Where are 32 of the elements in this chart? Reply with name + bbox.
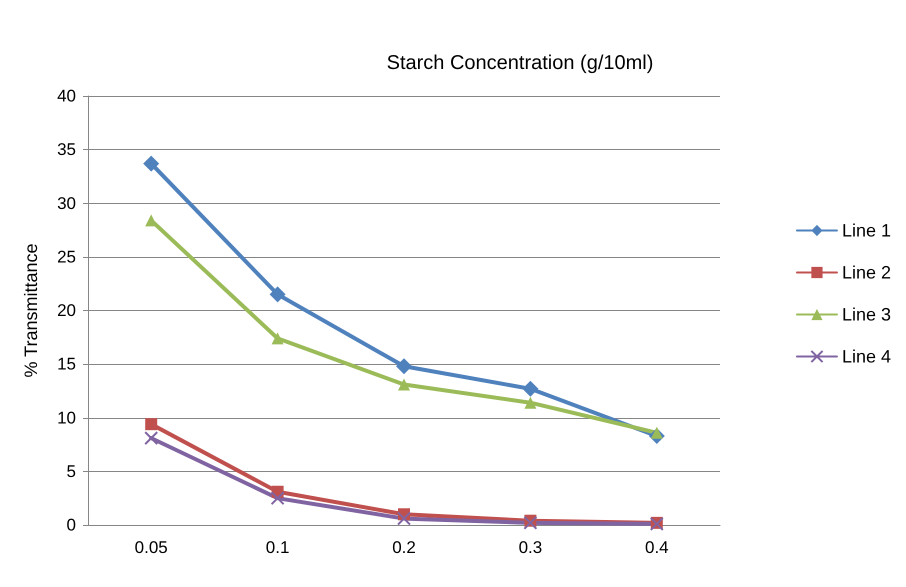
chart-title: Starch Concentration (g/10ml): [386, 52, 654, 74]
y-tick-label: 30: [57, 194, 76, 213]
point: [272, 332, 284, 344]
y-tick-label: 25: [57, 247, 76, 266]
y-tick-label: 20: [57, 301, 76, 320]
y-tick-label: 40: [57, 86, 76, 106]
point: [143, 156, 160, 172]
y-tick-label: 15: [57, 354, 76, 374]
point: [270, 286, 286, 302]
point: [145, 418, 158, 430]
x-tick-label: 0.2: [392, 538, 416, 557]
x-tick-label: 0.3: [518, 538, 542, 557]
legend-label: Line 3: [842, 304, 892, 324]
y-tick-label: 5: [66, 462, 76, 481]
y-tick-label: 0: [66, 516, 76, 534]
legend-label: Line 4: [842, 346, 892, 366]
y-tick-label: 10: [57, 408, 76, 428]
point: [270, 491, 285, 506]
legend-label: Line 2: [842, 262, 892, 282]
x-tick-label: 0.4: [644, 538, 669, 557]
y-axis-title: % Transmittance: [21, 243, 41, 378]
point: [398, 378, 410, 391]
point: [397, 512, 411, 526]
point: [522, 380, 538, 397]
x-tick-label: 0.05: [134, 538, 168, 557]
legend-label: Line 1: [842, 220, 892, 240]
x-tick-label: 0.1: [266, 538, 290, 557]
point: [524, 396, 536, 409]
point: [396, 358, 412, 374]
point: [144, 431, 158, 446]
y-tick-label: 35: [57, 140, 76, 160]
point: [523, 516, 538, 530]
